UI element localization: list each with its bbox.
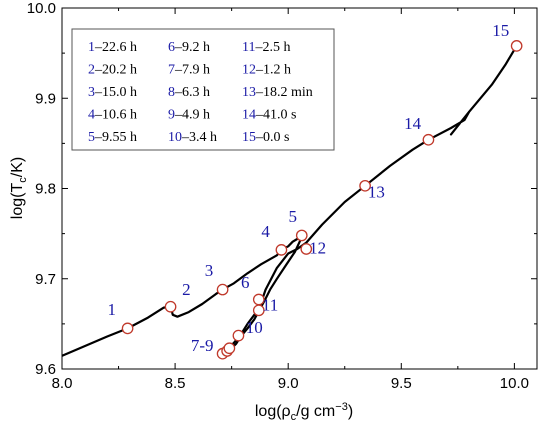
point-label: 10 xyxy=(246,318,263,337)
legend-box xyxy=(71,28,335,151)
x-axis-label: log(ρc/g cm−3) xyxy=(255,401,353,423)
point-label: 6 xyxy=(241,273,250,292)
point-marker-10 xyxy=(232,329,245,342)
legend-entry: 6–9.2 h xyxy=(168,40,210,55)
legend-entry: 10–3.4 h xyxy=(168,130,217,145)
point-label: 13 xyxy=(368,183,385,202)
y-axis-label: log(Tc/K) xyxy=(9,157,29,219)
point-label: 11 xyxy=(262,295,278,314)
legend-entry: 14–41.0 s xyxy=(242,108,296,123)
x-tick-label: 9.0 xyxy=(278,375,299,392)
legend-entry: 4–10.6 h xyxy=(88,108,137,123)
legend-entry: 8–6.3 h xyxy=(168,85,210,100)
legend-entry: 2–20.2 h xyxy=(88,63,137,78)
y-tick-label: 9.9 xyxy=(35,90,56,107)
legend: 1–22.6 h 6–9.2 h 11–2.5 h 2–20.2 h 7–7.9 h 12… xyxy=(71,28,335,151)
point-marker-13 xyxy=(359,179,371,192)
point-label: 7-9 xyxy=(191,336,214,355)
point-marker-1 xyxy=(121,322,134,335)
legend-entry: 3–15.0 h xyxy=(88,85,137,100)
y-tick-label: 9.7 xyxy=(35,271,56,288)
point-label: 2 xyxy=(182,280,191,299)
legend-entry: 13–18.2 min xyxy=(242,85,313,100)
x-tick-label: 8.5 xyxy=(165,375,186,392)
point-marker-5 xyxy=(295,229,308,242)
legend-entry: 11–2.5 h xyxy=(242,40,290,55)
point-label: 14 xyxy=(404,114,422,133)
y-tick-label: 9.6 xyxy=(35,361,56,378)
point-marker-15 xyxy=(510,40,523,52)
point-label: 4 xyxy=(261,222,270,241)
point-label: 1 xyxy=(108,300,117,319)
legend-entry: 5–9.55 h xyxy=(88,130,137,145)
point-marker-2 xyxy=(164,300,177,313)
point-marker-9 xyxy=(223,342,236,355)
y-tick-label: 10.0 xyxy=(27,0,56,17)
point-label: 3 xyxy=(205,261,214,280)
x-tick-label: 9.5 xyxy=(391,375,412,392)
point-label: 12 xyxy=(309,238,326,257)
legend-entry: 12–1.2 h xyxy=(242,63,291,78)
point-marker-14 xyxy=(422,133,435,146)
point-label: 5 xyxy=(288,207,297,226)
legend-entry: 1–22.6 h xyxy=(88,40,137,55)
point-marker-4 xyxy=(275,244,288,256)
point-marker-3 xyxy=(216,283,229,296)
x-tick-label: 10.0 xyxy=(500,375,529,392)
y-tick-label: 9.8 xyxy=(35,181,56,198)
marked-points xyxy=(121,40,523,360)
point-marker-12 xyxy=(300,243,313,255)
legend-entry: 15–0.0 s xyxy=(242,130,289,145)
point-label: 15 xyxy=(492,21,509,40)
legend-entry: 9–4.9 h xyxy=(168,108,210,123)
point-marker-11 xyxy=(252,304,265,317)
axis-ticks: 8.0 8.5 9.0 9.5 10.0 9.6 9.7 9.8 9.9 10.0 xyxy=(27,0,537,392)
legend-entry: 7–7.9 h xyxy=(168,63,210,78)
x-tick-label: 8.0 xyxy=(52,375,73,392)
